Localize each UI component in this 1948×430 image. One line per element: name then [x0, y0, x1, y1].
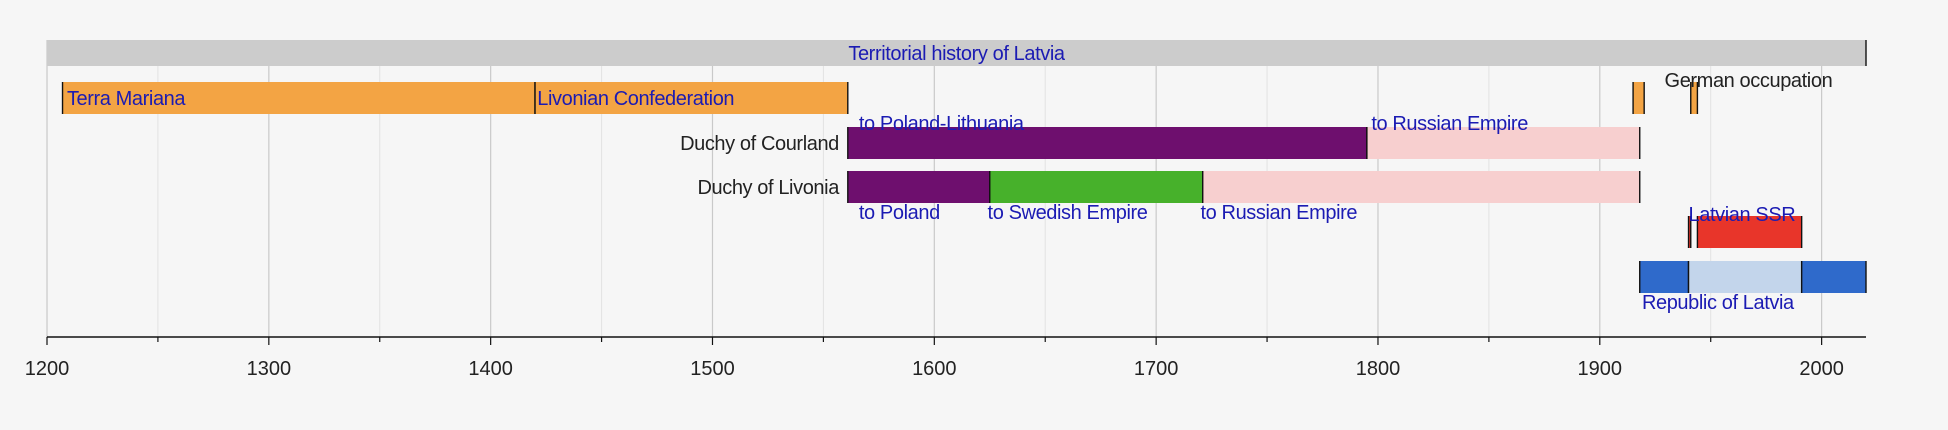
x-tick-label: 1500 [690, 358, 735, 380]
latvian-ssr-bar-2 [1697, 216, 1802, 248]
duchy-of-courland-label: Duchy of Courland [680, 133, 839, 155]
german-occupation-bar-1 [1633, 82, 1645, 114]
courland-russian-empire-bar [1366, 127, 1640, 159]
x-tick-label: 1600 [912, 358, 957, 380]
livonia-poland-bar [847, 171, 990, 203]
republic-of-latvia-bar-2 [1801, 261, 1866, 293]
x-tick-label: 1300 [247, 358, 292, 380]
x-tick-label: 1900 [1578, 358, 1623, 380]
x-tick-label: 1200 [25, 358, 70, 380]
x-tick-label: 1400 [468, 358, 513, 380]
livonia-swedish-empire-bar [989, 171, 1203, 203]
to-poland-label: to Poland [859, 202, 940, 224]
terra-mariana-bar [62, 82, 536, 114]
livonia-russian-empire-bar [1202, 171, 1640, 203]
republic-of-latvia-bar-1 [1639, 261, 1689, 293]
republic-of-latvia-occupied-bar [1688, 261, 1802, 293]
title-label: Territorial history of Latvia [848, 43, 1066, 65]
latvian-ssr-bar-1 [1688, 216, 1691, 248]
german-occupation-label: German occupation [1665, 70, 1833, 92]
x-tick-label: 1800 [1356, 358, 1401, 380]
x-tick-label: 2000 [1799, 358, 1844, 380]
courland-poland-lithuania-bar [847, 127, 1367, 159]
to-russian-empire-livonia-label: to Russian Empire [1201, 202, 1358, 224]
republic-of-latvia-label: Republic of Latvia [1642, 292, 1795, 314]
duchy-of-livonia-label: Duchy of Livonia [697, 177, 840, 199]
latvian-ssr-label: Latvian SSR [1689, 204, 1796, 226]
x-tick-label: 1700 [1134, 358, 1179, 380]
terra-mariana-label: Terra Mariana [67, 88, 186, 110]
to-russian-empire-courland-label: to Russian Empire [1371, 113, 1528, 135]
title-bar [47, 40, 1866, 66]
livonian-confederation-bar [535, 82, 848, 114]
to-poland-lithuania-label: to Poland-Lithuania [859, 113, 1025, 135]
to-swedish-empire-label: to Swedish Empire [988, 202, 1148, 224]
livonian-confederation-label: Livonian Confederation [537, 88, 734, 110]
german-occupation-bar-2 [1690, 82, 1698, 114]
